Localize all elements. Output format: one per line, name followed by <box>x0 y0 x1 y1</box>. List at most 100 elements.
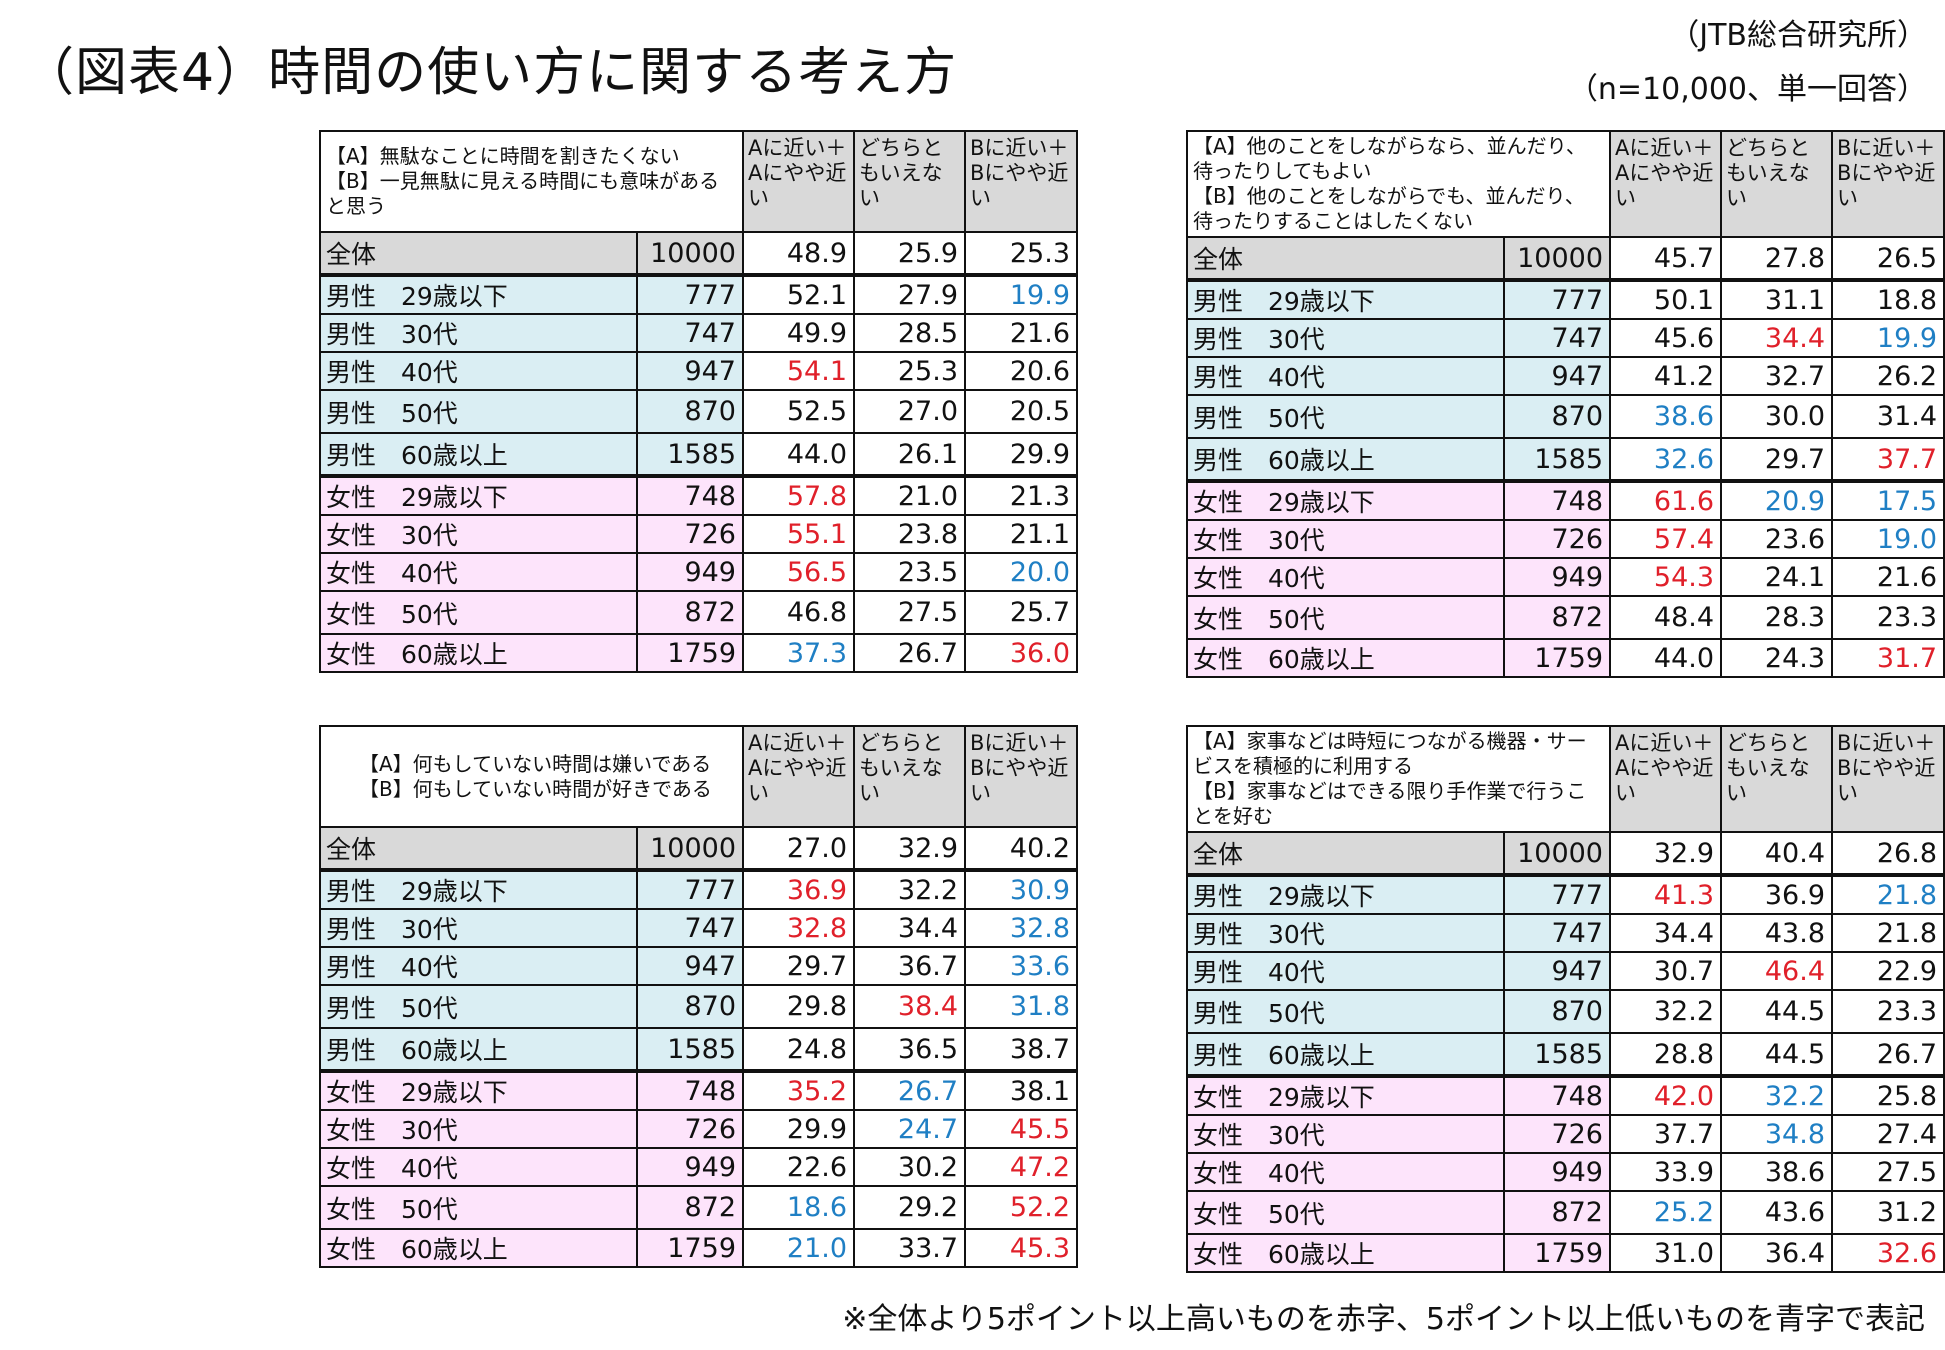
table-row: 男性 40代 947 30.7 46.4 22.9 <box>1186 951 1945 991</box>
row-label: 男性 30代 <box>319 908 638 948</box>
row-label: 女性 60歳以上 <box>1186 1233 1505 1273</box>
row-label: 男性 50代 <box>1186 394 1505 439</box>
value-b: 26.7 <box>1831 1032 1945 1077</box>
row-label: 男性 40代 <box>1186 951 1505 991</box>
column-header-a: Aに近い＋Aにやや近い <box>742 130 855 233</box>
row-label: 男性 30代 <box>1186 318 1505 358</box>
sample-size: 10000 <box>636 231 744 277</box>
sample-size: 10000 <box>1503 831 1611 877</box>
sample-size: 777 <box>1502 279 1612 320</box>
row-label: 女性 50代 <box>1186 1190 1505 1235</box>
table-row: 女性 60歳以上 1759 31.0 36.4 32.6 <box>1186 1233 1945 1273</box>
sample-size: 870 <box>635 984 745 1029</box>
footnote: ※全体より5ポイント以上高いものを赤字、5ポイント以上低いものを青字で表記 <box>842 1302 1925 1337</box>
value-neutral: 25.9 <box>853 231 966 277</box>
value-b: 27.5 <box>1831 1152 1945 1192</box>
column-header-b: Bに近い＋Bにやや近い <box>964 725 1079 828</box>
value-neutral: 38.4 <box>853 984 967 1029</box>
value-b: 22.9 <box>1831 951 1945 991</box>
table-row: 女性 40代 949 22.6 30.2 47.2 <box>319 1147 1079 1187</box>
value-b: 29.9 <box>964 432 1078 477</box>
sample-size: 1759 <box>635 1228 745 1268</box>
value-a: 37.3 <box>742 633 855 673</box>
sample-size: 947 <box>1503 951 1611 991</box>
sample-size: 777 <box>1503 874 1611 915</box>
row-label: 男性 40代 <box>319 946 638 986</box>
sample-size: 777 <box>635 869 745 910</box>
value-a: 22.6 <box>742 1147 856 1187</box>
value-neutral: 38.6 <box>1720 1152 1833 1192</box>
value-b: 47.2 <box>964 1147 1079 1187</box>
value-neutral: 40.4 <box>1720 831 1833 877</box>
sample-size: 10000 <box>635 826 745 872</box>
value-a: 38.6 <box>1609 394 1723 439</box>
value-a: 29.7 <box>742 946 856 986</box>
value-neutral: 27.0 <box>853 389 966 434</box>
value-b: 31.4 <box>1831 394 1945 439</box>
table-row: 全体 10000 48.9 25.9 25.3 <box>319 231 1078 277</box>
table-row: 男性 50代 870 32.2 44.5 23.3 <box>1186 989 1945 1034</box>
sample-size: 872 <box>636 590 744 635</box>
value-b: 18.8 <box>1831 279 1945 320</box>
value-neutral: 44.5 <box>1720 1032 1833 1077</box>
value-neutral: 29.7 <box>1720 437 1834 482</box>
value-b: 36.0 <box>964 633 1078 673</box>
table-housework: 【A】家事などは時短につながる機器・サービスを積極的に利用する 【B】家事などは… <box>1186 725 1945 1273</box>
sample-size: 1759 <box>1503 1233 1611 1273</box>
value-a: 45.7 <box>1609 236 1723 282</box>
column-header-a: Aに近い＋Aにやや近い <box>1609 130 1723 238</box>
table-row: 女性 60歳以上 1759 44.0 24.3 31.7 <box>1186 638 1945 678</box>
sample-size: 870 <box>636 389 744 434</box>
value-a: 21.0 <box>742 1228 856 1268</box>
sample-size: 726 <box>635 1109 745 1149</box>
value-a: 48.9 <box>742 231 855 277</box>
value-neutral: 24.3 <box>1720 638 1834 678</box>
value-b: 38.7 <box>964 1027 1079 1072</box>
table-row: 女性 29歳以下 748 42.0 32.2 25.8 <box>1186 1074 1945 1116</box>
value-a: 25.2 <box>1609 1190 1722 1235</box>
value-a: 41.3 <box>1609 874 1722 915</box>
value-neutral: 25.3 <box>853 351 966 391</box>
value-neutral: 29.2 <box>853 1185 967 1230</box>
header-row: 【A】何もしていない時間は嫌いである 【B】何もしていない時間が好きである Aに近… <box>318 725 1079 828</box>
value-neutral: 44.5 <box>1720 989 1833 1034</box>
row-label: 女性 40代 <box>319 552 638 592</box>
value-b: 23.3 <box>1831 595 1945 640</box>
table-row: 全体 10000 27.0 32.9 40.2 <box>319 826 1079 872</box>
table-row: 女性 60歳以上 1759 21.0 33.7 45.3 <box>319 1228 1079 1268</box>
sample-size: 1759 <box>1502 638 1612 678</box>
value-b: 26.5 <box>1831 236 1945 282</box>
value-neutral: 33.7 <box>853 1228 967 1268</box>
row-label: 女性 30代 <box>319 514 638 554</box>
value-a: 57.4 <box>1609 519 1723 559</box>
value-a: 34.4 <box>1609 913 1722 953</box>
value-b: 21.3 <box>964 474 1078 516</box>
value-b: 21.6 <box>1831 557 1945 597</box>
table-row: 女性 50代 872 48.4 28.3 23.3 <box>1186 595 1945 640</box>
table-row: 男性 30代 747 34.4 43.8 21.8 <box>1186 913 1945 953</box>
row-label: 女性 40代 <box>319 1147 638 1187</box>
value-b: 45.3 <box>964 1228 1079 1268</box>
value-b: 21.6 <box>964 313 1078 353</box>
sample-size: 1585 <box>1503 1032 1611 1077</box>
value-a: 24.8 <box>742 1027 856 1072</box>
value-b: 31.2 <box>1831 1190 1945 1235</box>
value-b: 27.4 <box>1831 1114 1945 1154</box>
row-label: 女性 40代 <box>1186 1152 1505 1192</box>
table-row: 女性 40代 949 54.3 24.1 21.6 <box>1186 557 1945 597</box>
value-neutral: 32.9 <box>853 826 967 872</box>
column-header-b: Bに近い＋Bにやや近い <box>1831 130 1945 238</box>
value-neutral: 31.1 <box>1720 279 1834 320</box>
value-a: 54.1 <box>742 351 855 391</box>
table-row: 男性 29歳以下 777 36.9 32.2 30.9 <box>319 869 1079 910</box>
value-b: 19.9 <box>964 274 1078 315</box>
value-neutral: 27.5 <box>853 590 966 635</box>
sample-size: 726 <box>1502 519 1612 559</box>
value-neutral: 34.8 <box>1720 1114 1833 1154</box>
table-row: 男性 50代 870 52.5 27.0 20.5 <box>319 389 1078 434</box>
value-b: 20.0 <box>964 552 1078 592</box>
table-row: 女性 30代 726 55.1 23.8 21.1 <box>319 514 1078 554</box>
sample-size: 747 <box>1502 318 1612 358</box>
table-row: 女性 29歳以下 748 35.2 26.7 38.1 <box>319 1069 1079 1111</box>
value-a: 50.1 <box>1609 279 1723 320</box>
